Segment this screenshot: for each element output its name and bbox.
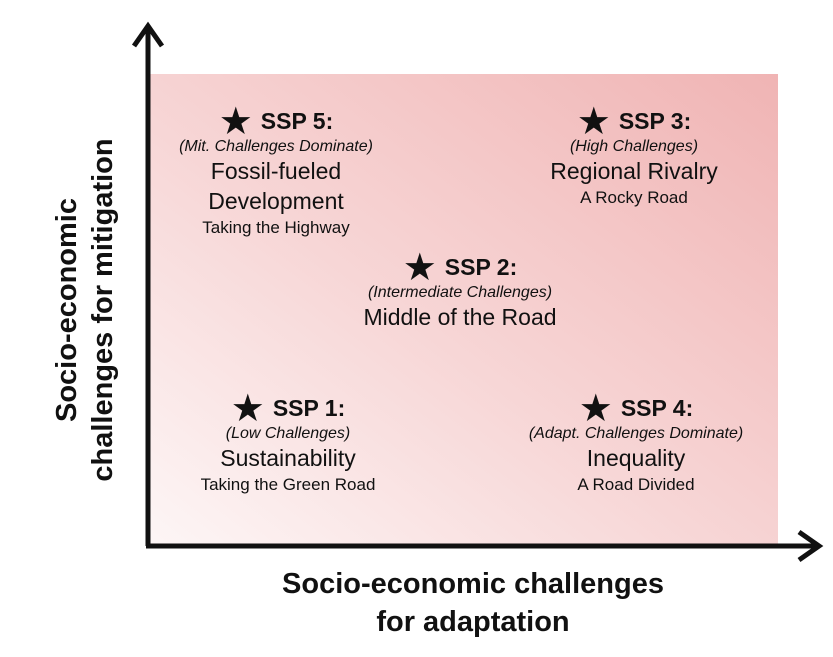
star-icon: ★ xyxy=(230,386,265,430)
ssp4-box: ★ SSP 4: (Adapt. Challenges Dominate) In… xyxy=(529,389,743,497)
star-icon: ★ xyxy=(578,386,613,430)
ssp5-challenges: (Mit. Challenges Dominate) xyxy=(179,138,373,155)
y-axis-label: Socio-economic challenges for mitigation xyxy=(49,60,121,560)
ssp1-road: Taking the Green Road xyxy=(200,475,376,494)
ssp1-challenges: (Low Challenges) xyxy=(225,425,351,442)
ssp3-road: A Rocky Road xyxy=(580,188,688,207)
ssp1-box: ★ SSP 1: (Low Challenges) Sustainability… xyxy=(201,389,376,497)
ssp5-road: Taking the Highway xyxy=(202,218,350,237)
ssp4-name: Inequality xyxy=(586,445,686,471)
ssp3-name: Regional Rivalry xyxy=(550,158,718,184)
ssp2-name: Middle of the Road xyxy=(363,304,557,330)
ssp5-name-line1: Fossil-fueled xyxy=(210,158,342,184)
ssp2-code: SSP 2: xyxy=(444,253,518,280)
ssp4-road: A Road Divided xyxy=(577,475,695,494)
ssp3-box: ★ SSP 3: (High Challenges) Regional Riva… xyxy=(550,102,717,210)
y-axis-arrow-icon xyxy=(131,21,165,48)
y-axis-label-line1: Socio-economic xyxy=(51,198,83,422)
ssp2-box: ★ SSP 2: (Intermediate Challenges) Middl… xyxy=(363,248,556,332)
ssp3-code: SSP 3: xyxy=(618,107,692,134)
star-icon: ★ xyxy=(402,245,437,289)
ssp5-box: ★ SSP 5: (Mit. Challenges Dominate) Foss… xyxy=(179,102,373,240)
ssp4-challenges: (Adapt. Challenges Dominate) xyxy=(528,425,744,442)
x-axis-label: Socio-economic challenges for adaptation xyxy=(282,565,664,641)
x-axis-arrow-icon xyxy=(797,529,824,563)
star-icon: ★ xyxy=(576,99,611,143)
ssp5-name-line2: Development xyxy=(208,188,344,214)
x-axis-label-line2: for adaptation xyxy=(376,606,570,638)
ssp1-name: Sustainability xyxy=(220,445,356,471)
ssp1-code: SSP 1: xyxy=(272,394,346,421)
x-axis-label-line1: Socio-economic challenges xyxy=(282,568,664,600)
challenge-space-panel xyxy=(148,74,778,546)
ssp4-code: SSP 4: xyxy=(620,394,694,421)
y-axis-label-line2: challenges for mitigation xyxy=(87,138,119,482)
star-icon: ★ xyxy=(218,99,253,143)
ssp2-challenges: (Intermediate Challenges) xyxy=(367,284,553,301)
ssp5-code: SSP 5: xyxy=(260,107,334,134)
ssp3-challenges: (High Challenges) xyxy=(569,138,699,155)
